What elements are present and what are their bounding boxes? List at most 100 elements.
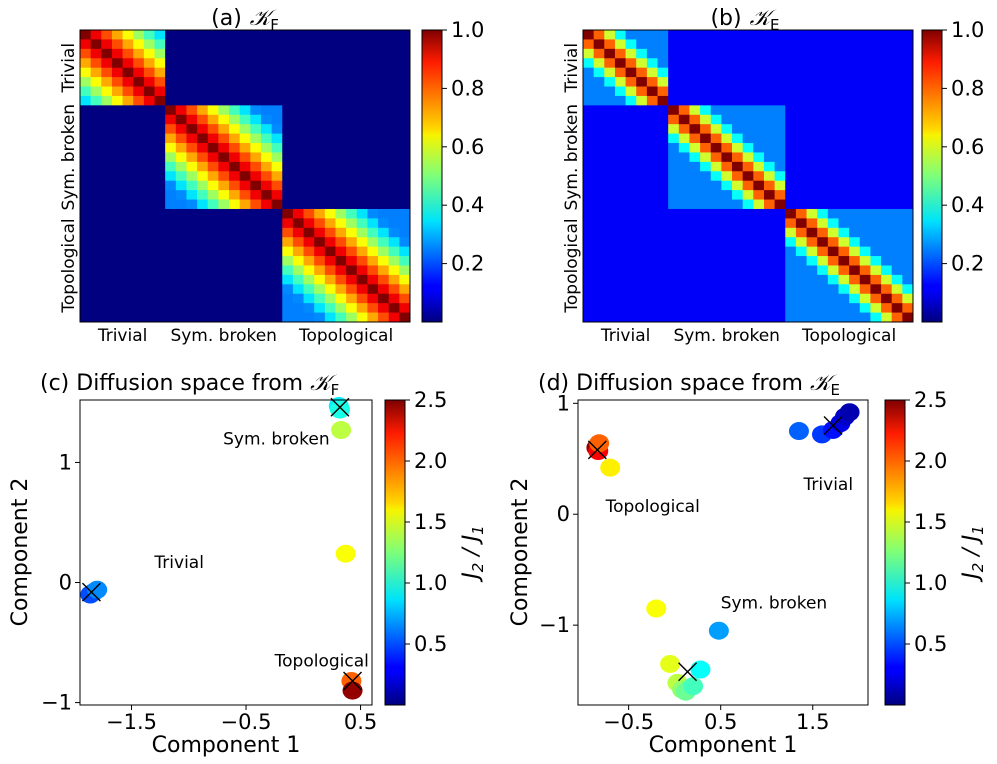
heatmap-cell [303,265,315,276]
heatmap-cell [806,77,818,87]
heatmap-cell [614,30,626,40]
heatmap-cell [133,152,145,163]
heatmap-cell [902,58,914,69]
y-tick-label: 1 [59,450,72,474]
heatmap-cell [625,39,637,50]
heatmap-cell [101,95,113,106]
heatmap-cell [111,199,123,210]
heatmap-cell [817,180,829,191]
y-tick-label: 0 [59,571,72,595]
heatmap-cell [260,190,273,200]
colorbar-tick-label: 0.5 [914,632,947,656]
heatmap-cell [636,124,648,135]
heatmap-cell [678,274,690,285]
heatmap-cell [838,105,850,116]
heatmap-cell [870,180,882,191]
heatmap-cell [388,67,400,78]
heatmap-cell [165,284,177,295]
heatmap-cell [763,265,776,276]
heatmap-cell [806,86,818,97]
heatmap-cell [593,161,605,172]
heatmap-cell [817,246,829,257]
heatmap-cell [625,133,637,144]
heatmap-cell [710,246,722,257]
heatmap-cell [774,171,786,182]
heatmap-cell [399,152,411,163]
heatmap-cell [700,303,712,313]
heatmap-cell [870,274,882,285]
heatmap-cell [378,39,390,50]
heatmap-cell [367,256,379,266]
heatmap-cell [101,152,113,163]
heatmap-cell [356,171,368,182]
heatmap-cell [763,246,776,257]
heatmap-cell [186,77,198,87]
centroid-marker [81,582,101,602]
heatmap-cell [143,171,155,182]
heatmap-cell [689,48,701,59]
heatmap-cell [689,274,701,285]
heatmap-cell [881,39,893,50]
heatmap-cell [292,161,304,172]
heatmap-cell [165,208,177,219]
heatmap-cell [636,312,648,323]
heatmap-cell [133,124,145,135]
heatmap-cell [239,86,251,97]
heatmap-cell [101,208,113,219]
heatmap-cell [678,39,690,50]
heatmap-cell [260,124,273,135]
heatmap-cell [859,114,871,125]
heatmap-cell [122,218,134,229]
heatmap-cell [143,218,155,229]
heatmap-cell [122,105,134,116]
heatmap-cell [399,208,411,219]
heatmap-cell [367,39,379,50]
heatmap-cell [646,312,658,323]
heatmap-cell [604,48,616,59]
heatmap-cell [282,124,294,135]
heatmap-cell [583,133,595,144]
heatmap-cell [742,105,754,116]
heatmap-cell [324,180,336,191]
heatmap-cell [849,114,861,125]
heatmap-cell [292,95,304,106]
heatmap-cell [732,161,744,172]
heatmap-cell [881,77,893,87]
heatmap-cell [689,180,701,191]
heatmap-cell [657,284,669,295]
heatmap-cell [636,246,648,257]
heatmap-cell [218,303,230,313]
heatmap-cell [817,105,829,116]
heatmap-cell [122,227,134,238]
heatmap-cell [239,199,251,210]
heatmap-cell [678,312,690,323]
heatmap-cell [122,124,134,135]
heatmap-cell [678,67,690,78]
heatmap-cell [111,39,123,50]
heatmap-cell [763,67,776,78]
heatmap-cell [388,58,400,69]
heatmap-cell [282,274,294,285]
heatmap-cell [678,180,690,191]
heatmap-cell [827,199,839,210]
heatmap-cell [197,133,209,144]
heatmap-cell [324,190,336,200]
heatmap-cell [625,303,637,313]
heatmap-cell [80,161,92,172]
heatmap-cell [678,265,690,276]
scatter-point [87,580,108,599]
heatmap-cell [165,67,177,78]
heatmap-cell [763,218,776,229]
heatmap-cell [742,199,754,210]
heatmap-cell [849,105,861,116]
heatmap-cell [292,190,304,200]
heatmap-cell [604,152,616,163]
heatmap-cell [399,77,411,87]
heatmap-cell [689,133,701,144]
heatmap-cell [795,161,807,172]
heatmap-cell [197,48,209,59]
heatmap-cell [646,284,658,295]
heatmap-cell [122,303,134,313]
